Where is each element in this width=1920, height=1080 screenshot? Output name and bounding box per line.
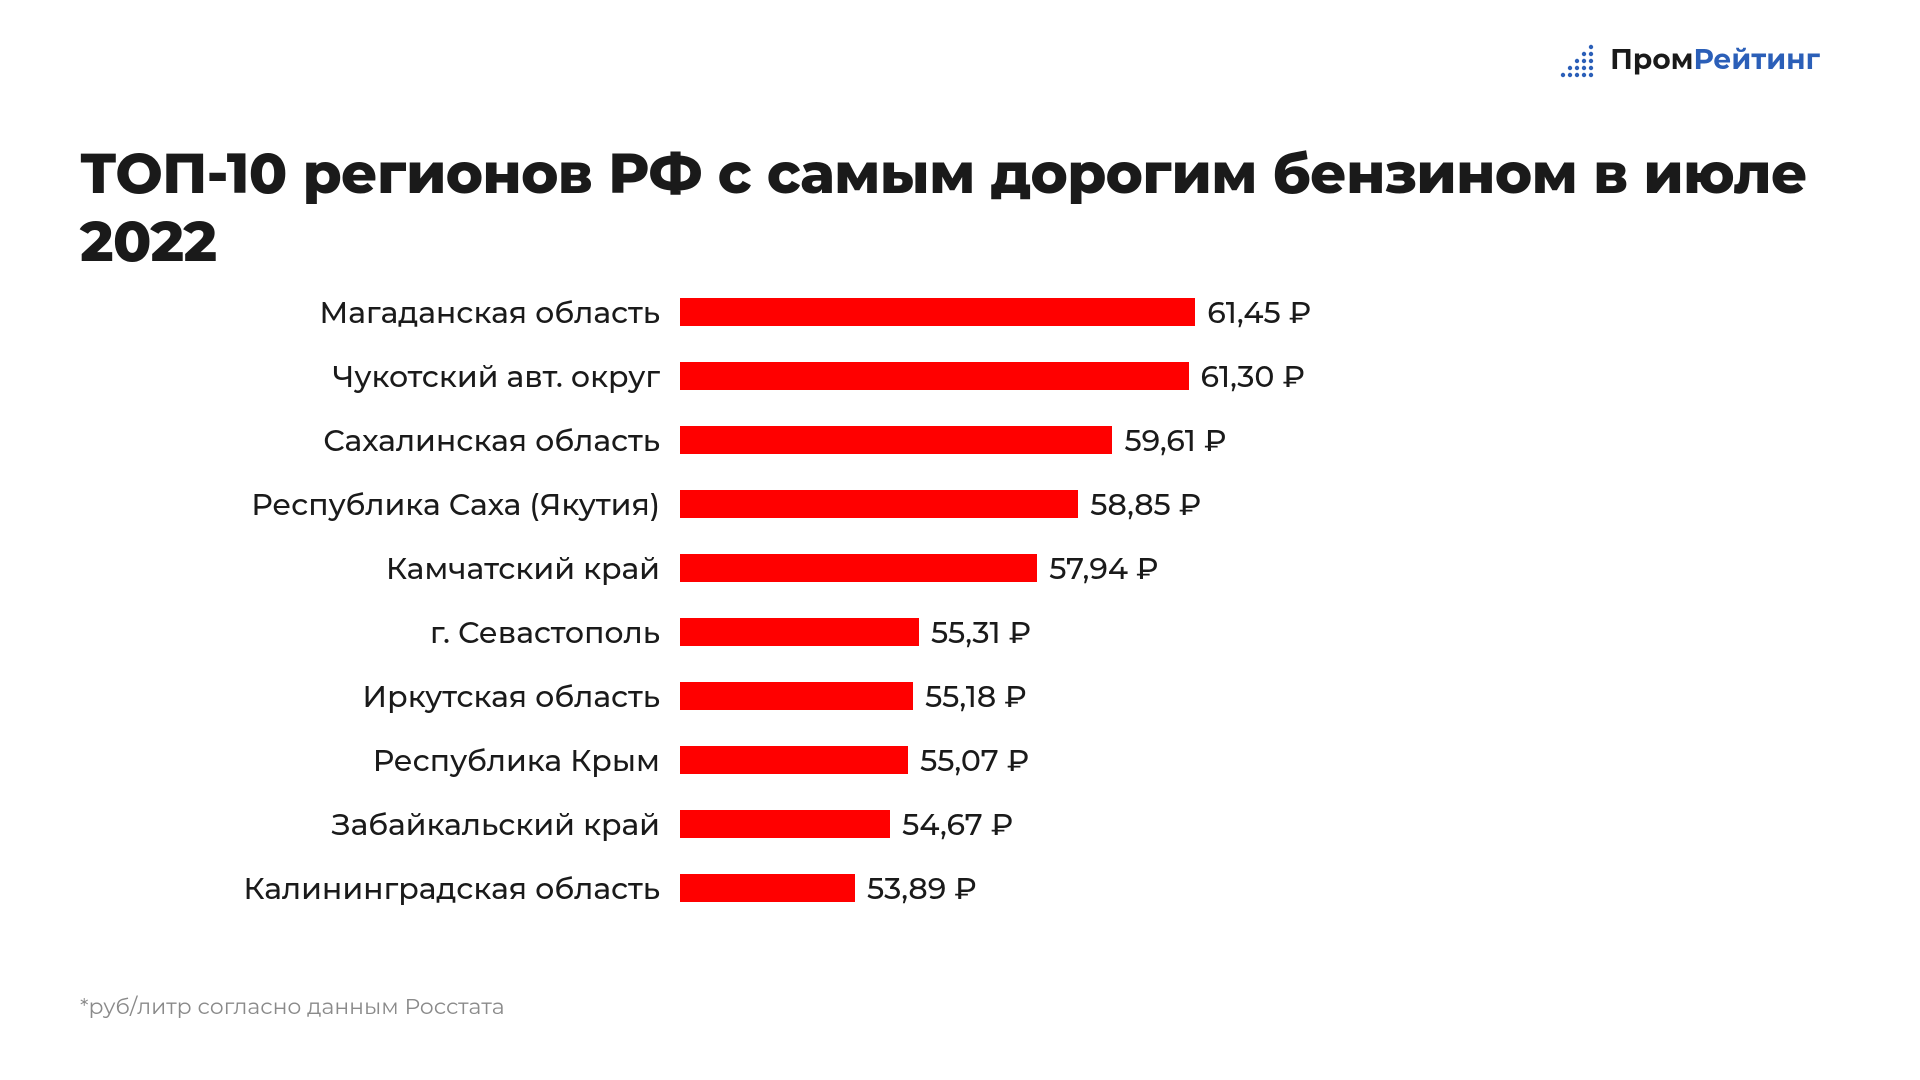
bar-label: Иркутская область — [0, 678, 680, 715]
bar-row: Чукотский авт. округ 61,30 ₽ — [0, 344, 1920, 408]
bar-row: Магаданская область 61,45 ₽ — [0, 280, 1920, 344]
logo-text: ПромРейтинг — [1610, 43, 1820, 77]
bar-label: г. Севастополь — [0, 614, 680, 651]
logo: ПромРейтинг — [1558, 40, 1820, 80]
bar-value: 55,31 ₽ — [931, 614, 1031, 651]
bar-row: Забайкальский край 54,67 ₽ — [0, 792, 1920, 856]
bar-row: Камчатский край 57,94 ₽ — [0, 536, 1920, 600]
bar-row: г. Севастополь 55,31 ₽ — [0, 600, 1920, 664]
bar-value: 55,07 ₽ — [920, 742, 1029, 779]
bar-row: Республика Саха (Якутия) 58,85 ₽ — [0, 472, 1920, 536]
bar-wrap: 61,30 ₽ — [680, 358, 1305, 395]
bar-wrap: 53,89 ₽ — [680, 870, 977, 907]
bar-wrap: 58,85 ₽ — [680, 486, 1201, 523]
page-title: ТОП-10 регионов РФ с самым дорогим бензи… — [80, 140, 1920, 276]
bar-row: Калининградская область 53,89 ₽ — [0, 856, 1920, 920]
bar-row: Иркутская область 55,18 ₽ — [0, 664, 1920, 728]
bar-value: 53,89 ₽ — [867, 870, 977, 907]
bar-label: Республика Крым — [0, 742, 680, 779]
bar — [680, 490, 1078, 518]
bar — [680, 554, 1037, 582]
bar — [680, 746, 908, 774]
bar-label: Сахалинская область — [0, 422, 680, 459]
logo-icon — [1558, 40, 1598, 80]
bar-value: 61,30 ₽ — [1201, 358, 1305, 395]
footnote: *руб/литр согласно данным Росстата — [80, 993, 505, 1020]
bar-wrap: 55,07 ₽ — [680, 742, 1029, 779]
bar-label: Калининградская область — [0, 870, 680, 907]
bar-value: 58,85 ₽ — [1090, 486, 1201, 523]
bar — [680, 426, 1112, 454]
bar-value: 54,67 ₽ — [902, 806, 1013, 843]
bar-label: Чукотский авт. округ — [0, 358, 680, 395]
bar-label: Камчатский край — [0, 550, 680, 587]
bar — [680, 362, 1189, 390]
bar-wrap: 54,67 ₽ — [680, 806, 1013, 843]
bar-value: 55,18 ₽ — [925, 678, 1027, 715]
bar-label: Забайкальский край — [0, 806, 680, 843]
bar-row: Сахалинская область 59,61 ₽ — [0, 408, 1920, 472]
bar-wrap: 55,31 ₽ — [680, 614, 1031, 651]
bar — [680, 874, 855, 902]
bar-chart: Магаданская область 61,45 ₽ Чукотский авт.… — [0, 280, 1920, 920]
bar-value: 59,61 ₽ — [1124, 422, 1226, 459]
bar — [680, 298, 1195, 326]
logo-text-part2: Рейтинг — [1693, 43, 1820, 77]
bar-value: 57,94 ₽ — [1049, 550, 1158, 587]
bar-wrap: 55,18 ₽ — [680, 678, 1027, 715]
bar — [680, 810, 890, 838]
bar-row: Республика Крым 55,07 ₽ — [0, 728, 1920, 792]
bar-wrap: 57,94 ₽ — [680, 550, 1158, 587]
logo-text-part1: Пром — [1610, 43, 1693, 77]
bar-value: 61,45 ₽ — [1207, 294, 1311, 331]
bar-wrap: 59,61 ₽ — [680, 422, 1226, 459]
bar-wrap: 61,45 ₽ — [680, 294, 1311, 331]
bar — [680, 682, 913, 710]
bar-label: Магаданская область — [0, 294, 680, 331]
bar-label: Республика Саха (Якутия) — [0, 486, 680, 523]
bar — [680, 618, 919, 646]
